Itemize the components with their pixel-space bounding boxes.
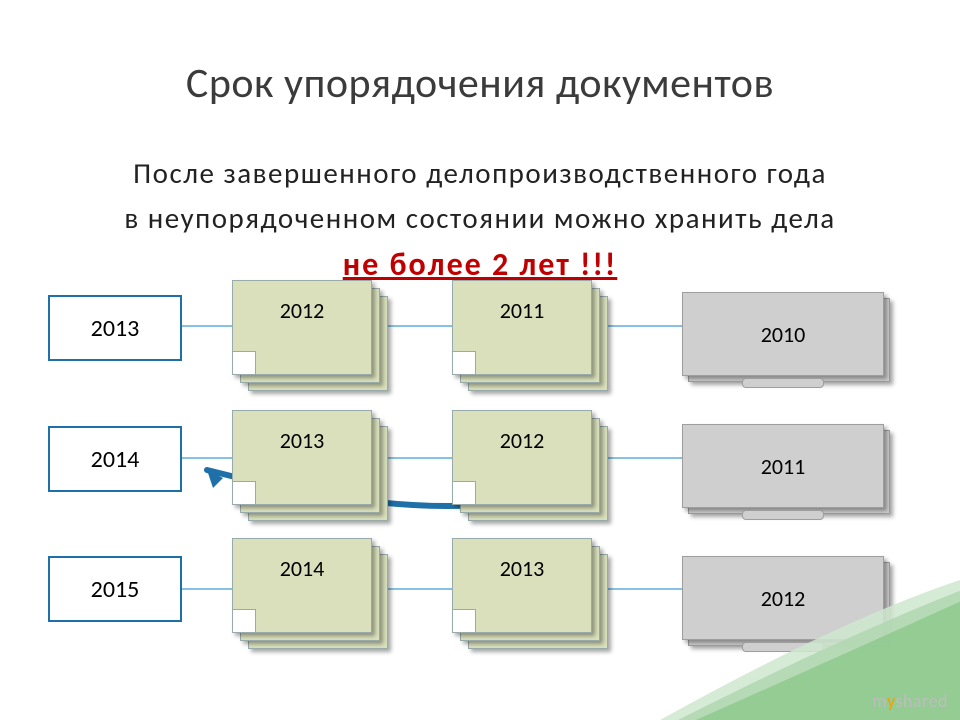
archive-box: 2012: [682, 556, 882, 656]
doc-stack-label: 2012: [233, 297, 371, 324]
archive-box: 2010: [682, 292, 882, 392]
doc-stack-label: 2013: [233, 427, 371, 454]
archive-label: 2011: [761, 453, 806, 480]
doc-stack: 2013: [232, 410, 392, 525]
archive-label: 2010: [761, 321, 806, 348]
doc-stack-label: 2012: [453, 427, 591, 454]
doc-stack: 2014: [232, 538, 392, 653]
doc-stack: 2011: [452, 280, 612, 395]
doc-stack-label: 2011: [453, 297, 591, 324]
doc-stack: 2012: [232, 280, 392, 395]
doc-stack-label: 2014: [233, 555, 371, 582]
slide: { "title": "Срок упорядочения документов…: [0, 0, 960, 720]
doc-stack: 2013: [452, 538, 612, 653]
archive-box: 2011: [682, 424, 882, 524]
year-box: 2015: [48, 556, 182, 622]
year-box: 2014: [48, 426, 182, 492]
subtitle-line-2: в неупорядоченном состоянии можно хранит…: [0, 200, 960, 236]
slide-title: Срок упорядочения документов: [0, 58, 960, 109]
year-box: 2013: [48, 295, 182, 361]
doc-stack: 2012: [452, 410, 612, 525]
archive-label: 2012: [761, 585, 806, 612]
watermark: myshared: [872, 690, 948, 712]
accent-text: не более 2 лет !!!: [0, 245, 960, 284]
subtitle-line-1: После завершенного делопроизводственного…: [0, 155, 960, 191]
doc-stack-label: 2013: [453, 555, 591, 582]
